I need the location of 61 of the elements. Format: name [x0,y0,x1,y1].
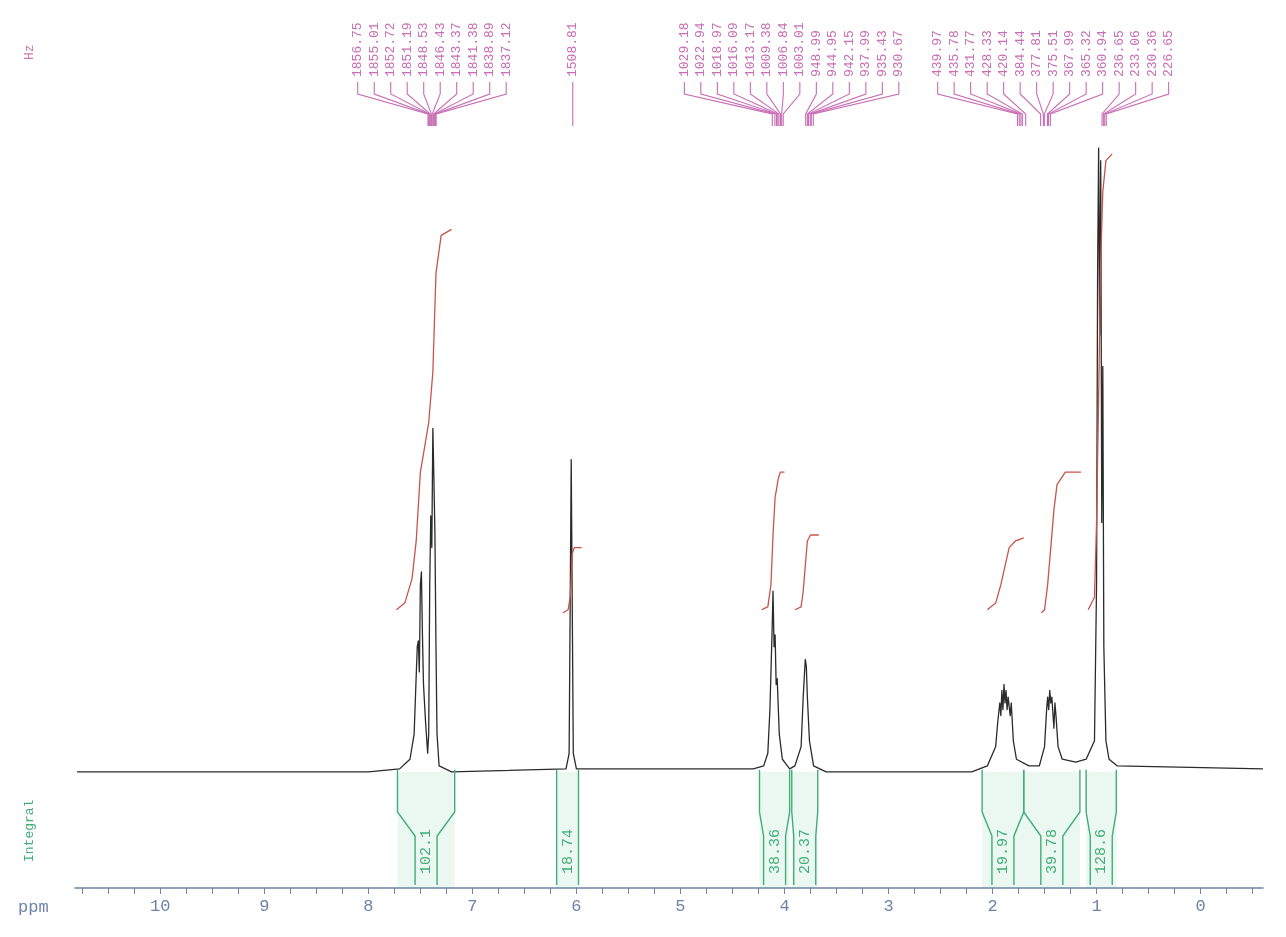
annotation: 1508.81 [565,22,581,77]
x-tick-label: 1 [1091,897,1102,916]
x-tick-label: 7 [467,897,478,916]
band-label: 128.6 [1093,828,1111,874]
annotation: 1841.38 [465,22,481,77]
annotation: 1851.19 [399,22,415,77]
annotation: 435.78 [946,30,962,77]
annotation: 1852.72 [383,22,399,77]
annotation: 1016.09 [726,22,742,77]
annotation: 226.65 [1161,30,1177,77]
annotation: 384.44 [1012,29,1028,77]
annotation: 377.81 [1029,29,1045,77]
x-tick-label: 0 [1195,897,1206,916]
band-label: 19.97 [994,828,1012,874]
annotation: 1029.18 [676,22,692,77]
x-axis-title: ppm [18,898,49,917]
annotation: 439.97 [930,30,946,77]
band-label: 102.1 [418,828,436,874]
x-tick-label: 6 [571,897,582,916]
annotation: 1006.84 [775,22,791,77]
annotation: 944.95 [825,30,841,77]
x-tick-label: 4 [779,897,790,916]
annotation: 420.14 [996,29,1012,77]
x-tick-label: 3 [883,897,894,916]
annotation: 1855.01 [366,22,382,77]
annotation: 1022.94 [693,22,709,77]
annotation: 930.67 [891,30,907,77]
annotation: 367.99 [1062,30,1078,77]
annotation: 1843.37 [449,22,465,77]
annotation: 365.32 [1078,30,1094,77]
annotation: 233.06 [1128,30,1144,77]
annotation: 360.94 [1095,29,1111,77]
annotation: 1009.38 [759,22,775,77]
band-label: 18.74 [559,828,577,874]
annotation: 236.65 [1111,30,1127,77]
text: Integral [22,799,38,862]
band-label: 20.37 [796,828,814,874]
annotation: 1846.43 [432,22,448,77]
annotation: 1003.01 [792,22,808,77]
x-tick-label: 5 [675,897,686,916]
annotation: 942.15 [841,30,857,77]
annotation: 230.36 [1144,30,1160,77]
x-tick-label: 9 [259,897,270,916]
annotation: 948.99 [808,30,824,77]
text: Hz [22,44,38,60]
annotation: 428.33 [979,30,995,77]
annotation: 1838.89 [482,22,498,77]
annotation: 937.99 [858,30,874,77]
band-label: 38.36 [766,828,784,874]
annotation: 375.51 [1045,29,1061,77]
annotation: 1837.12 [498,22,514,77]
annotation: 935.43 [874,30,890,77]
annotation: 1856.75 [350,22,366,77]
x-tick-label: 2 [987,897,998,916]
x-tick-label: 8 [363,897,374,916]
annotation: 1013.17 [742,22,758,77]
x-tick-label: 10 [150,897,171,916]
annotation: 1848.53 [416,22,432,77]
annotation: 431.77 [963,30,979,77]
band-label: 39.78 [1043,828,1061,874]
annotation: 1018.97 [709,22,725,77]
